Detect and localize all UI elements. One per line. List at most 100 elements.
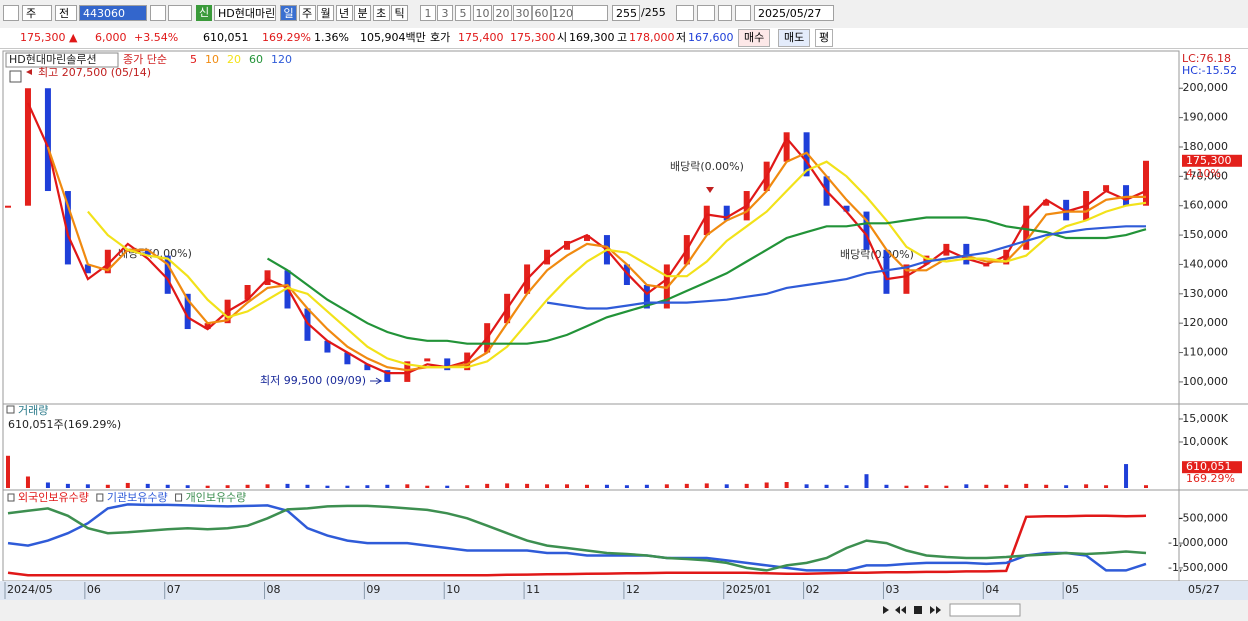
candle [623, 264, 630, 285]
candle [603, 235, 610, 265]
volume-bar [824, 484, 829, 488]
y-tick-label: 170,000 [1183, 169, 1229, 182]
candle [843, 205, 850, 212]
code-input[interactable]: 443060 [79, 5, 147, 21]
candle [1103, 185, 1110, 192]
search-button[interactable] [150, 5, 166, 21]
ask-label: 호가 [430, 31, 451, 44]
interval-button[interactable]: 10 [473, 5, 492, 21]
interval-button[interactable]: 3 [437, 5, 453, 21]
mode-select[interactable]: 전 [55, 5, 77, 21]
tool-icon[interactable] [697, 5, 715, 21]
amount: 105,904백만 [360, 31, 426, 44]
y-tick-label: 150,000 [1183, 228, 1229, 241]
interval-button[interactable]: 60 [532, 5, 551, 21]
volume-bar [425, 485, 430, 488]
candle [564, 240, 571, 250]
volume-bar [405, 484, 410, 488]
period-button[interactable]: 주 [298, 5, 316, 21]
candle [823, 176, 830, 206]
period-select[interactable]: 주 [22, 5, 52, 21]
candle [803, 132, 810, 177]
tool-icon[interactable] [676, 5, 694, 21]
candle [384, 370, 391, 382]
x-axis-band [0, 581, 1248, 600]
date-input[interactable]: 2025/05/27 [754, 5, 834, 21]
volume-bar [325, 485, 330, 488]
moving-average [46, 146, 1146, 372]
candle [983, 264, 990, 267]
save-icon[interactable] [718, 5, 732, 21]
last-volume-change: 169.29% [1186, 472, 1235, 485]
candle [484, 323, 491, 353]
x-tick-label: 09 [366, 583, 380, 596]
candle [244, 285, 251, 300]
period-button[interactable]: 초 [372, 5, 390, 21]
candle [204, 323, 211, 330]
volume-bar [924, 485, 929, 488]
lc-label: LC:76.18 [1182, 52, 1231, 65]
period-button[interactable]: 틱 [391, 5, 408, 21]
ask: 175,400 [458, 31, 504, 44]
volume-bar [485, 483, 490, 488]
candle [943, 243, 950, 256]
volume-bar [385, 484, 390, 488]
y-tick-label: 110,000 [1183, 346, 1229, 359]
buy-button[interactable]: 매수 [738, 29, 771, 47]
scroll-thumb[interactable] [949, 603, 1021, 617]
change-pct: +3.54% [134, 31, 179, 44]
stock-name: HD현대마린 [214, 5, 276, 21]
period-button[interactable]: 년 [335, 5, 353, 21]
count-input[interactable]: 255 [612, 5, 640, 21]
sell-button[interactable]: 매도 [778, 29, 811, 47]
panel-icon [9, 70, 22, 83]
sound-button[interactable] [168, 5, 192, 21]
interval-button[interactable]: 30 [513, 5, 532, 21]
volume-bar [584, 484, 589, 488]
volume-bar [105, 484, 110, 488]
volume-bar [545, 484, 550, 488]
ex-dividend: 배당락(0.00%) [118, 247, 192, 260]
avg-button[interactable]: 평 [815, 29, 834, 47]
interval-button[interactable]: 5 [455, 5, 471, 21]
candle [284, 270, 291, 309]
x-tick-label: 04 [985, 583, 999, 596]
volume: 610,051 [203, 31, 249, 44]
low-arrow [370, 377, 382, 385]
legend-entry: 60 [249, 53, 263, 66]
legend-entry: 120 [271, 53, 292, 66]
interval-button[interactable]: 1 [420, 5, 436, 21]
volume-bar [225, 485, 230, 488]
candle [1083, 191, 1090, 221]
candle [504, 293, 511, 324]
y-tick-label: 200,000 [1183, 81, 1229, 94]
x-tick-label: 12 [626, 583, 640, 596]
settings-icon[interactable] [735, 5, 751, 21]
candle [344, 352, 351, 365]
menu-icon[interactable] [3, 5, 19, 21]
x-tick-label: 2024/05 [7, 583, 53, 596]
period-button[interactable]: 분 [354, 5, 371, 21]
interval-button[interactable]: 120 [551, 5, 573, 21]
period-button[interactable]: 일 [280, 5, 297, 21]
candle [1043, 199, 1050, 206]
high-label: 고 [617, 31, 628, 44]
x-tick-label: 11 [526, 583, 540, 596]
scroll-controls[interactable] [883, 606, 941, 614]
candle [903, 264, 910, 294]
volume-bar [565, 484, 570, 488]
period-button[interactable]: 월 [317, 5, 334, 21]
legend-entry: 개인보유수량 [186, 491, 247, 504]
y-tick-label: 160,000 [1183, 199, 1229, 212]
bid: 175,300 [510, 31, 556, 44]
volume-bar [744, 483, 749, 488]
interval-button[interactable]: 20 [493, 5, 512, 21]
x-tick-label: 10 [446, 583, 460, 596]
legend-entry: 5 [190, 53, 197, 66]
volume-bar [65, 483, 70, 488]
low: 167,600 [688, 31, 734, 44]
x-end-label: 05/27 [1188, 583, 1220, 596]
legend-entry: 외국인보유수량 [18, 491, 89, 504]
interval-select[interactable] [572, 5, 608, 21]
